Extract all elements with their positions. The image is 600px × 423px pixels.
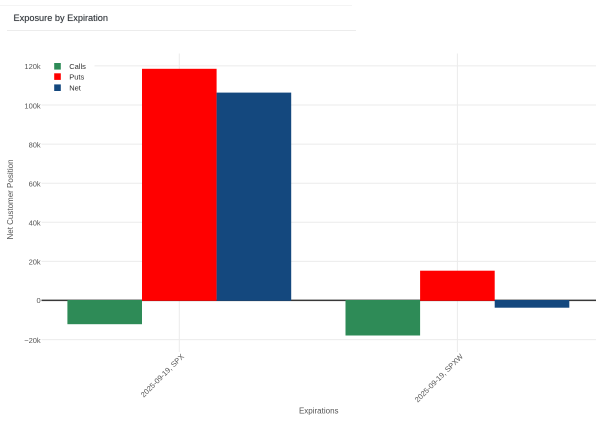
svg-text:Calls: Calls xyxy=(69,62,86,71)
svg-text:2025-09-19, SPXW: 2025-09-19, SPXW xyxy=(413,351,466,404)
svg-text:60k: 60k xyxy=(29,180,41,189)
svg-text:Expirations: Expirations xyxy=(299,407,339,416)
svg-text:40k: 40k xyxy=(29,219,41,228)
svg-text:Net: Net xyxy=(69,83,82,92)
svg-text:−20k: −20k xyxy=(24,336,41,345)
svg-text:100k: 100k xyxy=(24,101,41,110)
svg-text:0: 0 xyxy=(37,296,41,305)
svg-text:Puts: Puts xyxy=(69,72,84,81)
svg-text:Net Customer Position: Net Customer Position xyxy=(6,159,15,239)
svg-text:80k: 80k xyxy=(29,140,41,149)
svg-text:120k: 120k xyxy=(24,62,41,71)
svg-text:2025-09-19, SPX: 2025-09-19, SPX xyxy=(139,352,186,399)
svg-text:20k: 20k xyxy=(29,258,41,267)
